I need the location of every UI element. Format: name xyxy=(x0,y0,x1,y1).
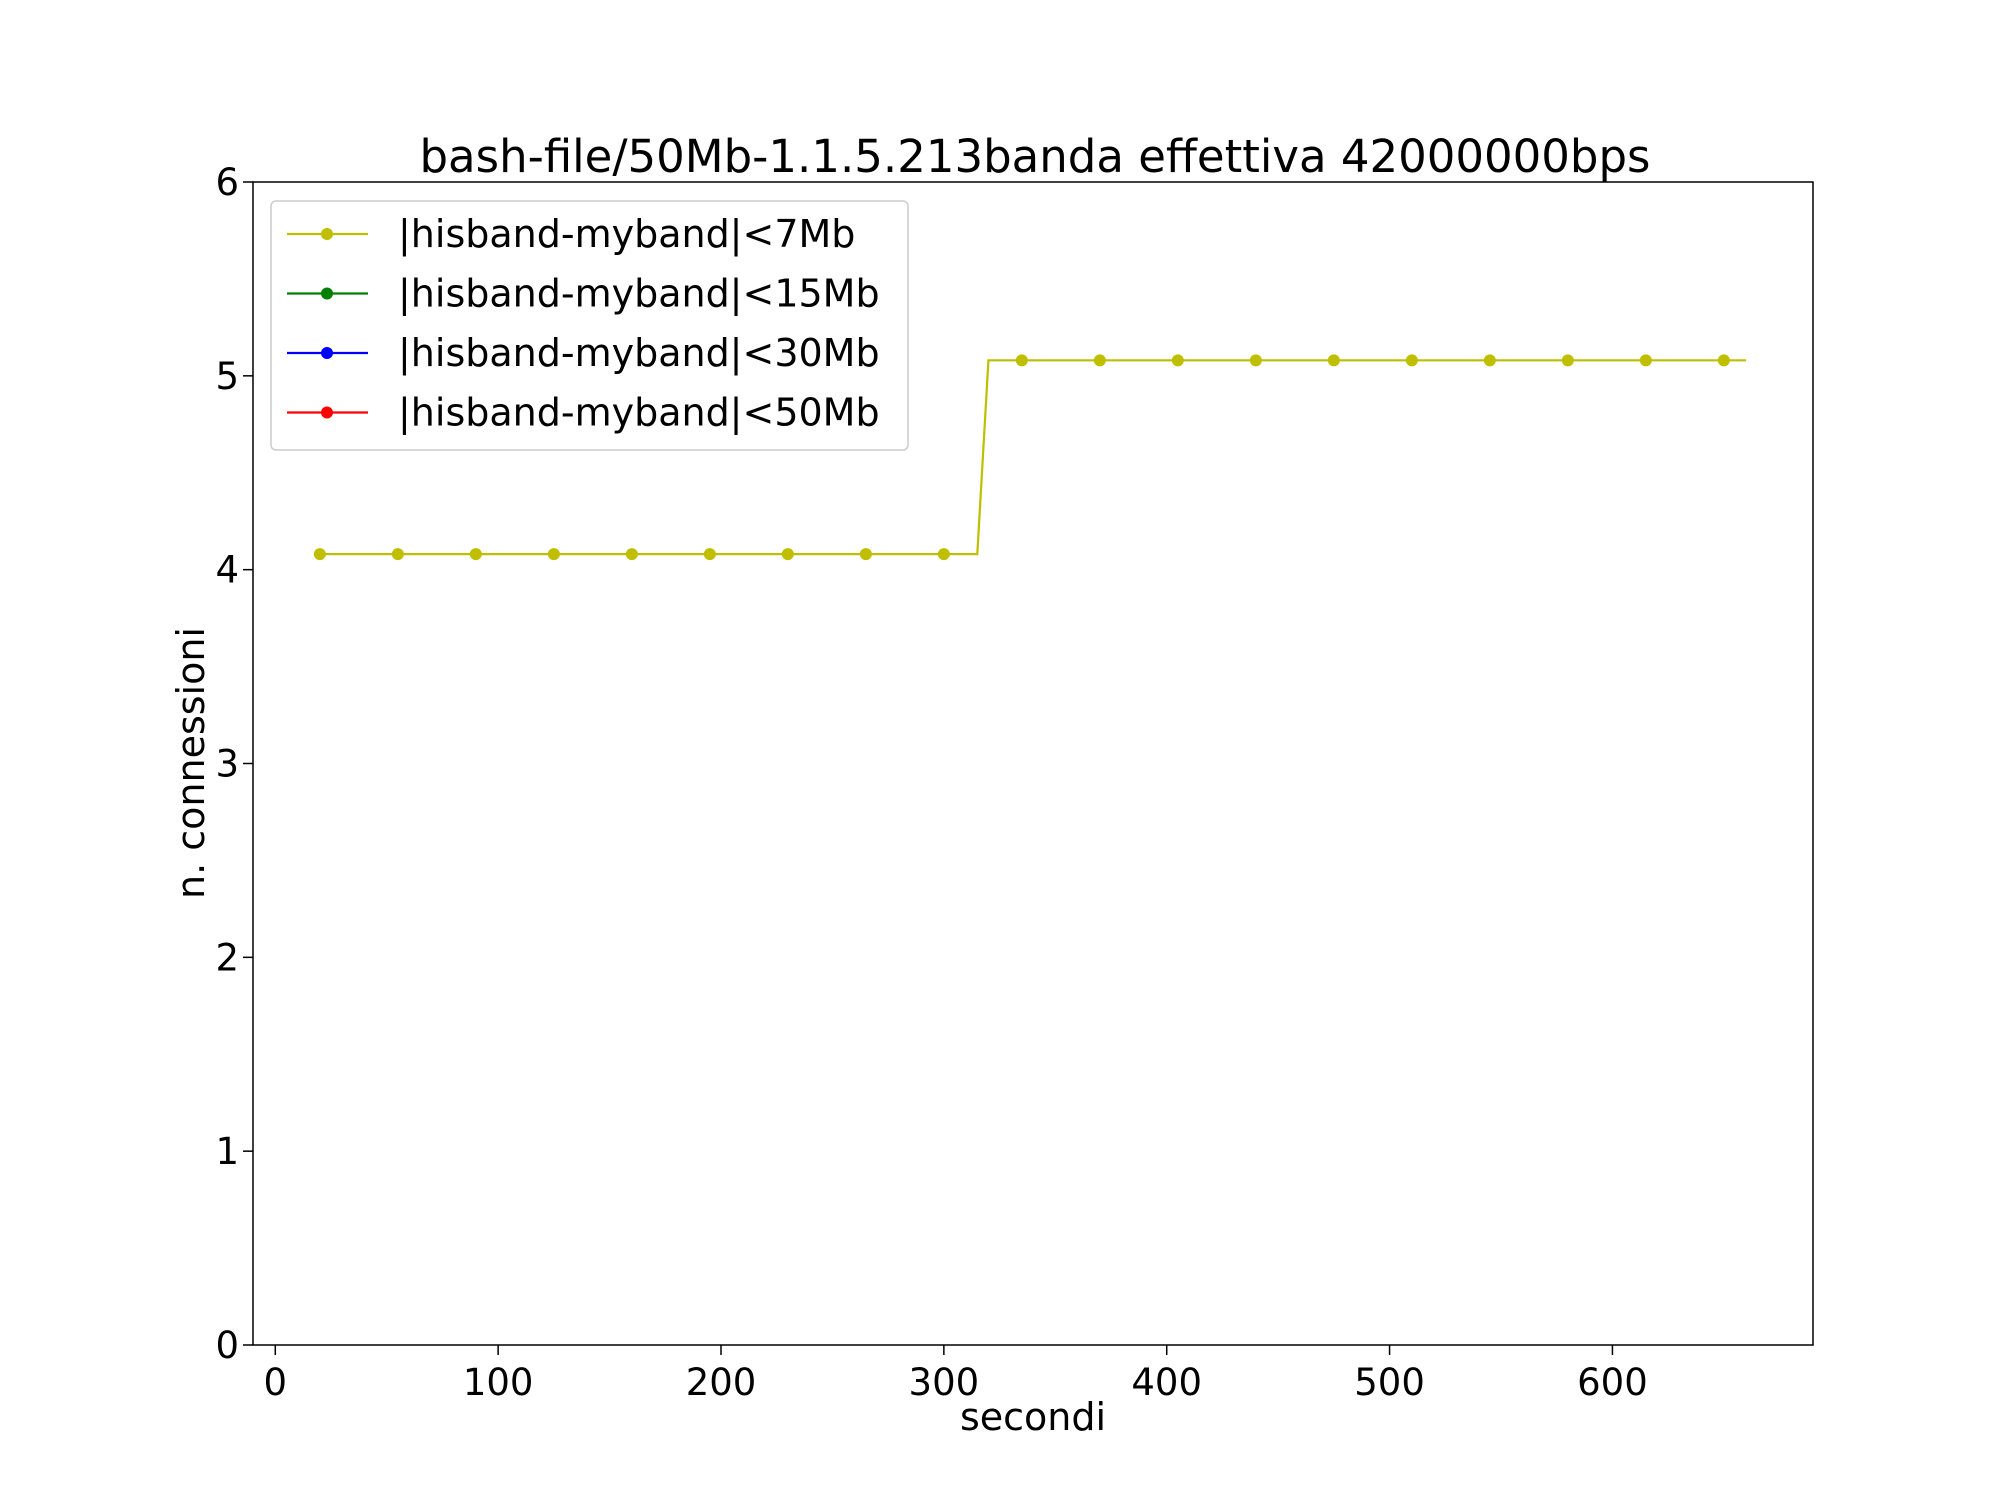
x-tick-label: 100 xyxy=(463,1361,534,1404)
series-0 xyxy=(313,354,1747,561)
legend-entry: |hisband-myband|<50Mb xyxy=(287,391,880,436)
x-tick-label: 600 xyxy=(1577,1361,1648,1404)
data-point xyxy=(1639,354,1652,367)
x-tick-label: 500 xyxy=(1354,1361,1425,1404)
legend-entries: |hisband-myband|<7Mb |hisband-myband|<15M… xyxy=(287,212,880,436)
x-tick-label: 200 xyxy=(686,1361,757,1404)
legend-entry: |hisband-myband|<15Mb xyxy=(287,272,880,317)
x-tick-label: 400 xyxy=(1131,1361,1202,1404)
x-axis-ticks: 0 100 200 300 400 500 600 xyxy=(264,1345,1648,1404)
legend: |hisband-myband|<7Mb |hisband-myband|<15M… xyxy=(270,200,909,451)
legend-frame xyxy=(270,200,909,451)
data-point xyxy=(1717,354,1730,367)
data-point xyxy=(1483,354,1496,367)
legend-marker-swatch xyxy=(321,406,333,419)
legend-label: |hisband-myband|<50Mb xyxy=(398,391,880,436)
chart-title: bash-file/50Mb-1.1.5.213banda effettiva … xyxy=(419,130,1650,183)
data-point xyxy=(625,548,638,561)
legend-label: |hisband-myband|<15Mb xyxy=(398,272,880,317)
data-point xyxy=(1171,354,1184,367)
data-point xyxy=(547,548,560,561)
x-axis-label: secondi xyxy=(960,1395,1106,1439)
series-line xyxy=(319,359,1747,556)
data-point xyxy=(1249,354,1262,367)
data-point xyxy=(469,548,482,561)
legend-marker-swatch xyxy=(321,228,333,240)
data-point xyxy=(703,548,716,561)
y-axis-label: n. connessioni xyxy=(169,627,213,899)
data-point xyxy=(391,548,404,561)
y-axis-ticks: 0 1 2 3 4 5 6 xyxy=(215,161,253,1367)
legend-entry: |hisband-myband|<7Mb xyxy=(287,212,855,257)
data-point xyxy=(781,548,794,561)
y-tick-label: 2 xyxy=(215,936,239,979)
data-point xyxy=(1093,354,1106,367)
data-point xyxy=(1015,354,1028,367)
x-tick-label: 0 xyxy=(264,1361,288,1404)
legend-label: |hisband-myband|<30Mb xyxy=(398,331,880,376)
data-point xyxy=(1327,354,1340,367)
x-tick-label: 300 xyxy=(909,1361,980,1404)
y-tick-label: 3 xyxy=(215,743,239,786)
y-tick-label: 0 xyxy=(215,1324,239,1367)
y-tick-label: 4 xyxy=(215,549,239,592)
y-tick-label: 1 xyxy=(215,1130,239,1173)
data-point xyxy=(937,548,950,561)
y-tick-label: 5 xyxy=(215,355,239,398)
legend-marker-swatch xyxy=(321,287,333,300)
data-point xyxy=(313,548,326,561)
legend-label: |hisband-myband|<7Mb xyxy=(398,212,855,257)
series-layer xyxy=(313,354,1747,561)
legend-marker-swatch xyxy=(321,347,333,359)
y-tick-label: 6 xyxy=(215,161,239,204)
data-point xyxy=(859,548,872,561)
data-point xyxy=(1405,354,1418,367)
legend-entry: |hisband-myband|<30Mb xyxy=(287,331,880,376)
data-point xyxy=(1561,354,1574,367)
